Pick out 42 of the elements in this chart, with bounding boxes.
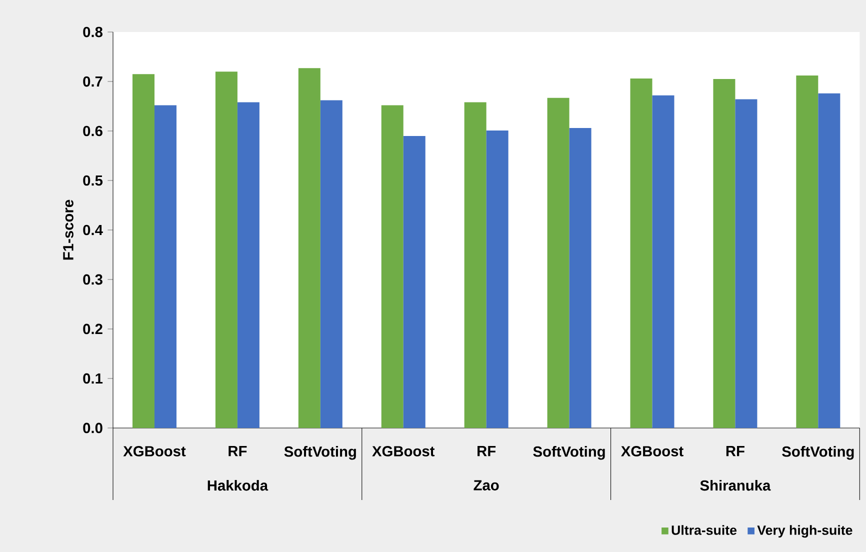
- bar: [547, 98, 570, 428]
- bar: [818, 93, 840, 428]
- bar: [735, 99, 758, 428]
- x-tick-label: XGBoost: [621, 446, 684, 456]
- text: Hakkoda: [208, 480, 268, 491]
- y-axis-title: F1-score: [63, 200, 74, 260]
- bar: [403, 136, 426, 428]
- bar: [298, 68, 320, 428]
- y-tick-label: 0.6: [83, 126, 102, 136]
- y-tick-label: 0.5: [83, 175, 103, 186]
- bar: [630, 78, 652, 428]
- y-tick-label: 0.0: [83, 422, 102, 434]
- bar: [215, 72, 238, 428]
- y-tick-label: 0.7: [83, 76, 102, 87]
- bar: [796, 76, 818, 428]
- bar: [154, 105, 176, 428]
- x-tick-label: XGBoost: [372, 446, 435, 456]
- bar: [569, 128, 592, 428]
- bar: [652, 95, 674, 428]
- bar: [486, 130, 508, 428]
- bar: [320, 100, 342, 428]
- bar: [132, 74, 154, 428]
- x-tick-label: SoftVoting: [782, 446, 854, 460]
- bar: [381, 105, 404, 428]
- y-tick-label: 0.2: [83, 324, 102, 334]
- x-tick-label: SoftVoting: [284, 446, 356, 460]
- y-tick-label: 0.4: [83, 224, 103, 236]
- bar: [713, 79, 736, 428]
- legend-label: Ultra-suite: [672, 525, 737, 535]
- x-tick-label: XGBoost: [123, 446, 186, 456]
- legend-label: Very high-suite: [757, 525, 852, 538]
- bar: [464, 102, 486, 428]
- y-tick-label: 0.1: [83, 373, 103, 384]
- x-tick-label: RF: [726, 446, 744, 456]
- x-tick-label: SoftVoting: [533, 446, 605, 460]
- text: Zao: [474, 480, 499, 490]
- y-tick-label: 0.3: [83, 274, 102, 285]
- x-tick-label: RF: [478, 446, 496, 456]
- y-tick-label: 0.8: [83, 26, 103, 38]
- x-tick-label: RF: [228, 446, 247, 456]
- text: Shiranuka: [700, 480, 771, 491]
- bar: [237, 102, 260, 428]
